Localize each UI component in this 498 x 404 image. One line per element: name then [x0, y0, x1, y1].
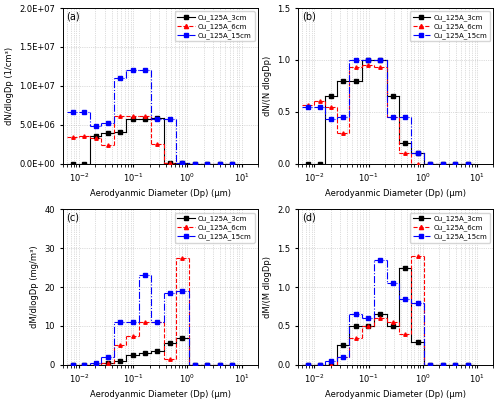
Legend: Cu_125A_3cm, Cu_125A_6cm, Cu_125A_15cm: Cu_125A_3cm, Cu_125A_6cm, Cu_125A_15cm: [174, 11, 254, 42]
Y-axis label: dN/dlogDp (1/cm³): dN/dlogDp (1/cm³): [4, 47, 13, 125]
Text: (a): (a): [67, 11, 80, 21]
Y-axis label: dM/(M dlogDp): dM/(M dlogDp): [262, 256, 271, 318]
Legend: Cu_125A_3cm, Cu_125A_6cm, Cu_125A_15cm: Cu_125A_3cm, Cu_125A_6cm, Cu_125A_15cm: [410, 213, 490, 242]
X-axis label: Aerodyanmic Diameter (Dp) (μm): Aerodyanmic Diameter (Dp) (μm): [90, 391, 231, 400]
Legend: Cu_125A_3cm, Cu_125A_6cm, Cu_125A_15cm: Cu_125A_3cm, Cu_125A_6cm, Cu_125A_15cm: [174, 213, 254, 242]
X-axis label: Aerodyanmic Diameter (Dp) (μm): Aerodyanmic Diameter (Dp) (μm): [325, 189, 466, 198]
Text: (d): (d): [302, 212, 316, 222]
Text: (c): (c): [67, 212, 80, 222]
Text: (b): (b): [302, 11, 316, 21]
Y-axis label: dN/(N dlogDp): dN/(N dlogDp): [262, 56, 271, 116]
Y-axis label: dM/dlogDp (mg/m³): dM/dlogDp (mg/m³): [30, 246, 39, 328]
X-axis label: Aerodyanmic Diameter (Dp) (μm): Aerodyanmic Diameter (Dp) (μm): [325, 391, 466, 400]
Legend: Cu_125A_3cm, Cu_125A_6cm, Cu_125A_15cm: Cu_125A_3cm, Cu_125A_6cm, Cu_125A_15cm: [410, 11, 490, 42]
X-axis label: Aerodyanmic Diameter (Dp) (μm): Aerodyanmic Diameter (Dp) (μm): [90, 189, 231, 198]
